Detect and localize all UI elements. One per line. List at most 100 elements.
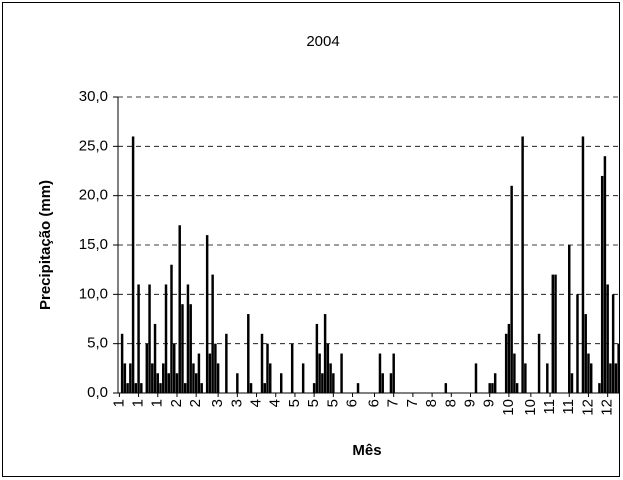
bar: [617, 343, 620, 393]
bar: [140, 383, 143, 393]
x-tick-label: 9: [461, 399, 478, 407]
bar: [164, 284, 168, 393]
bar: [329, 363, 332, 393]
x-tick-label: 5: [286, 399, 303, 407]
bar: [148, 284, 151, 393]
bar: [611, 294, 615, 393]
bar: [389, 373, 393, 393]
bar: [600, 175, 604, 393]
bar: [178, 225, 181, 393]
bar: [321, 373, 324, 393]
bar: [568, 245, 571, 393]
bar: [186, 284, 190, 393]
x-tick-label: 4: [247, 399, 264, 407]
bar: [192, 363, 195, 393]
bar: [507, 323, 511, 393]
x-tick-label: 9: [481, 399, 498, 407]
bar: [181, 304, 184, 393]
x-tick-label: 2: [168, 399, 185, 407]
bar: [510, 185, 513, 393]
bar: [581, 136, 585, 393]
bar: [290, 343, 294, 393]
bar: [598, 383, 601, 393]
x-tick-label: 4: [267, 399, 284, 407]
bar: [162, 363, 165, 393]
bar: [378, 353, 382, 393]
bar: [249, 383, 253, 393]
bar: [301, 363, 305, 393]
bar: [123, 363, 127, 393]
bar: [323, 314, 327, 393]
bar: [137, 284, 140, 393]
x-tick-label: 1: [149, 399, 166, 407]
x-tick-label: 3: [228, 399, 245, 407]
bar: [609, 363, 612, 393]
bar: [332, 373, 335, 393]
bar: [546, 363, 549, 393]
bar: [381, 373, 384, 393]
bar: [151, 363, 154, 393]
bar: [211, 274, 214, 393]
bar: [189, 304, 192, 393]
bar: [266, 343, 269, 393]
bar: [513, 353, 516, 393]
bar: [570, 373, 574, 393]
bar: [474, 363, 478, 393]
y-tick-label: 30,0: [79, 88, 108, 105]
bar: [554, 274, 557, 393]
bar: [159, 383, 162, 393]
y-tick-label: 15,0: [79, 236, 108, 253]
bar: [312, 383, 316, 393]
bar: [194, 373, 198, 393]
chart-title: 2004: [306, 33, 339, 50]
bar: [537, 333, 541, 393]
bar: [129, 363, 132, 393]
bar: [247, 314, 250, 393]
x-tick-label: 1: [130, 399, 147, 407]
bar: [606, 284, 609, 393]
bar: [315, 323, 319, 393]
bar: [216, 363, 220, 393]
y-tick-label: 20,0: [79, 187, 108, 204]
bar: [260, 333, 264, 393]
bar: [326, 343, 330, 393]
x-tick-label: 8: [423, 399, 440, 407]
bar: [131, 136, 135, 393]
bar: [167, 373, 170, 393]
x-tick-label: 2: [187, 399, 204, 407]
bar: [153, 323, 157, 393]
x-tick-label: 10: [500, 399, 517, 416]
bar: [340, 353, 343, 393]
bar: [200, 383, 203, 393]
y-tick-label: 0,0: [87, 384, 108, 401]
bar: [208, 353, 212, 393]
x-tick-label: 7: [385, 399, 402, 407]
bar: [126, 383, 129, 393]
bar: [225, 333, 228, 393]
x-tick-label: 5: [324, 399, 341, 407]
bar: [236, 373, 239, 393]
bar: [603, 156, 607, 393]
bar: [521, 136, 524, 393]
bar: [269, 363, 272, 393]
bar: [576, 294, 579, 393]
bar: [551, 274, 555, 393]
x-tick-label: 5: [305, 399, 322, 407]
bar: [614, 363, 618, 393]
x-tick-label: 11: [560, 399, 577, 415]
bar: [156, 373, 160, 393]
bar: [214, 343, 217, 393]
bar: [587, 353, 590, 393]
x-tick-label: 10: [522, 399, 539, 416]
x-tick-label: 12: [599, 399, 616, 416]
bar: [491, 383, 494, 393]
bar: [493, 373, 497, 393]
bar: [584, 314, 587, 393]
bar: [170, 264, 173, 393]
bar: [444, 383, 448, 393]
bar: [524, 363, 527, 393]
y-tick-label: 10,0: [79, 285, 108, 302]
